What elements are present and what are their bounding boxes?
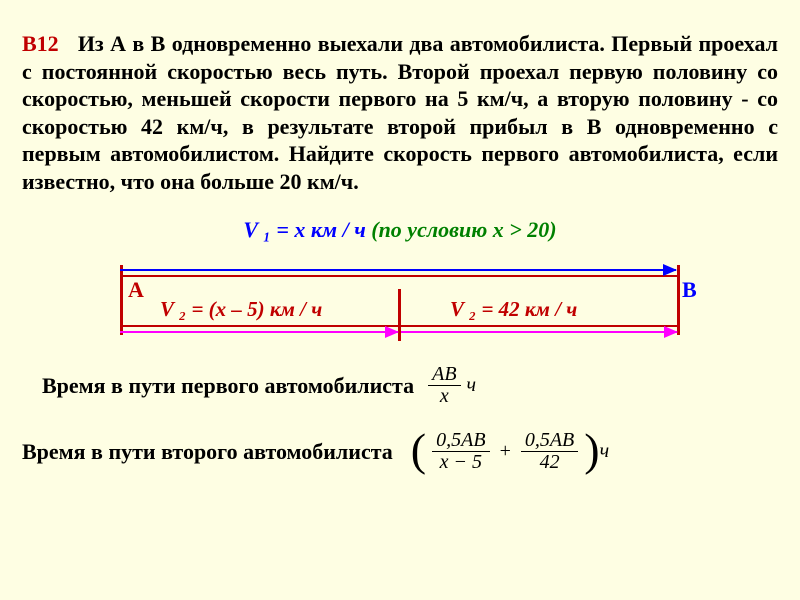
t1-num: AB bbox=[428, 364, 460, 386]
time-first-row: Время в пути первого автомобилиста AB x … bbox=[22, 364, 778, 407]
time-second-text: Время в пути второго автомобилиста bbox=[22, 439, 393, 465]
t1-suffix: ч bbox=[467, 374, 477, 397]
v1-expression: V ₁ = х км / ч (по условию х > 20) bbox=[22, 217, 778, 243]
rparen: ) bbox=[584, 423, 599, 476]
t2-f2-num: 0,5AB bbox=[521, 430, 578, 452]
t2-f1-num: 0,5AB bbox=[432, 430, 489, 452]
distance-diagram: А В V ₂ = (х – 5) км / ч V ₂ = 42 км / ч bbox=[120, 251, 680, 346]
problem-text: В12 Из А в В одновременно выехали два ав… bbox=[22, 30, 778, 195]
label-A: А bbox=[128, 277, 144, 303]
t2-f2-den: 42 bbox=[536, 452, 564, 473]
tick-right bbox=[677, 265, 680, 335]
label-v2-left: V ₂ = (х – 5) км / ч bbox=[160, 297, 322, 322]
time-second-row: Время в пути второго автомобилиста ( 0,5… bbox=[22, 425, 778, 478]
t2-frac1: 0,5AB x − 5 bbox=[432, 430, 489, 473]
label-B: В bbox=[682, 277, 697, 303]
t2-frac2: 0,5AB 42 bbox=[521, 430, 578, 473]
lparen: ( bbox=[411, 423, 426, 476]
arrow-v2-left bbox=[120, 331, 398, 333]
time-first-text: Время в пути первого автомобилиста bbox=[42, 373, 414, 399]
v1-green-part: (по условию х > 20) bbox=[366, 217, 557, 242]
t1-den: x bbox=[436, 386, 453, 407]
problem-label: В12 bbox=[22, 31, 59, 56]
time-first-fraction: AB x bbox=[428, 364, 460, 407]
v1-blue-part: V ₁ = х км / ч bbox=[243, 217, 365, 242]
tick-left bbox=[120, 265, 123, 335]
label-v2-right: V ₂ = 42 км / ч bbox=[450, 297, 577, 322]
arrow-v2-right bbox=[401, 331, 677, 333]
time-second-expression: ( 0,5AB x − 5 + 0,5AB 42 ) ч bbox=[411, 425, 609, 478]
t2-f1-den: x − 5 bbox=[436, 452, 486, 473]
problem-body: Из А в В одновременно выехали два автомо… bbox=[22, 31, 778, 194]
t2-suffix: ч bbox=[600, 440, 610, 463]
arrow-v1 bbox=[120, 269, 676, 271]
t2-plus: + bbox=[500, 440, 511, 463]
frame-top bbox=[120, 275, 680, 277]
